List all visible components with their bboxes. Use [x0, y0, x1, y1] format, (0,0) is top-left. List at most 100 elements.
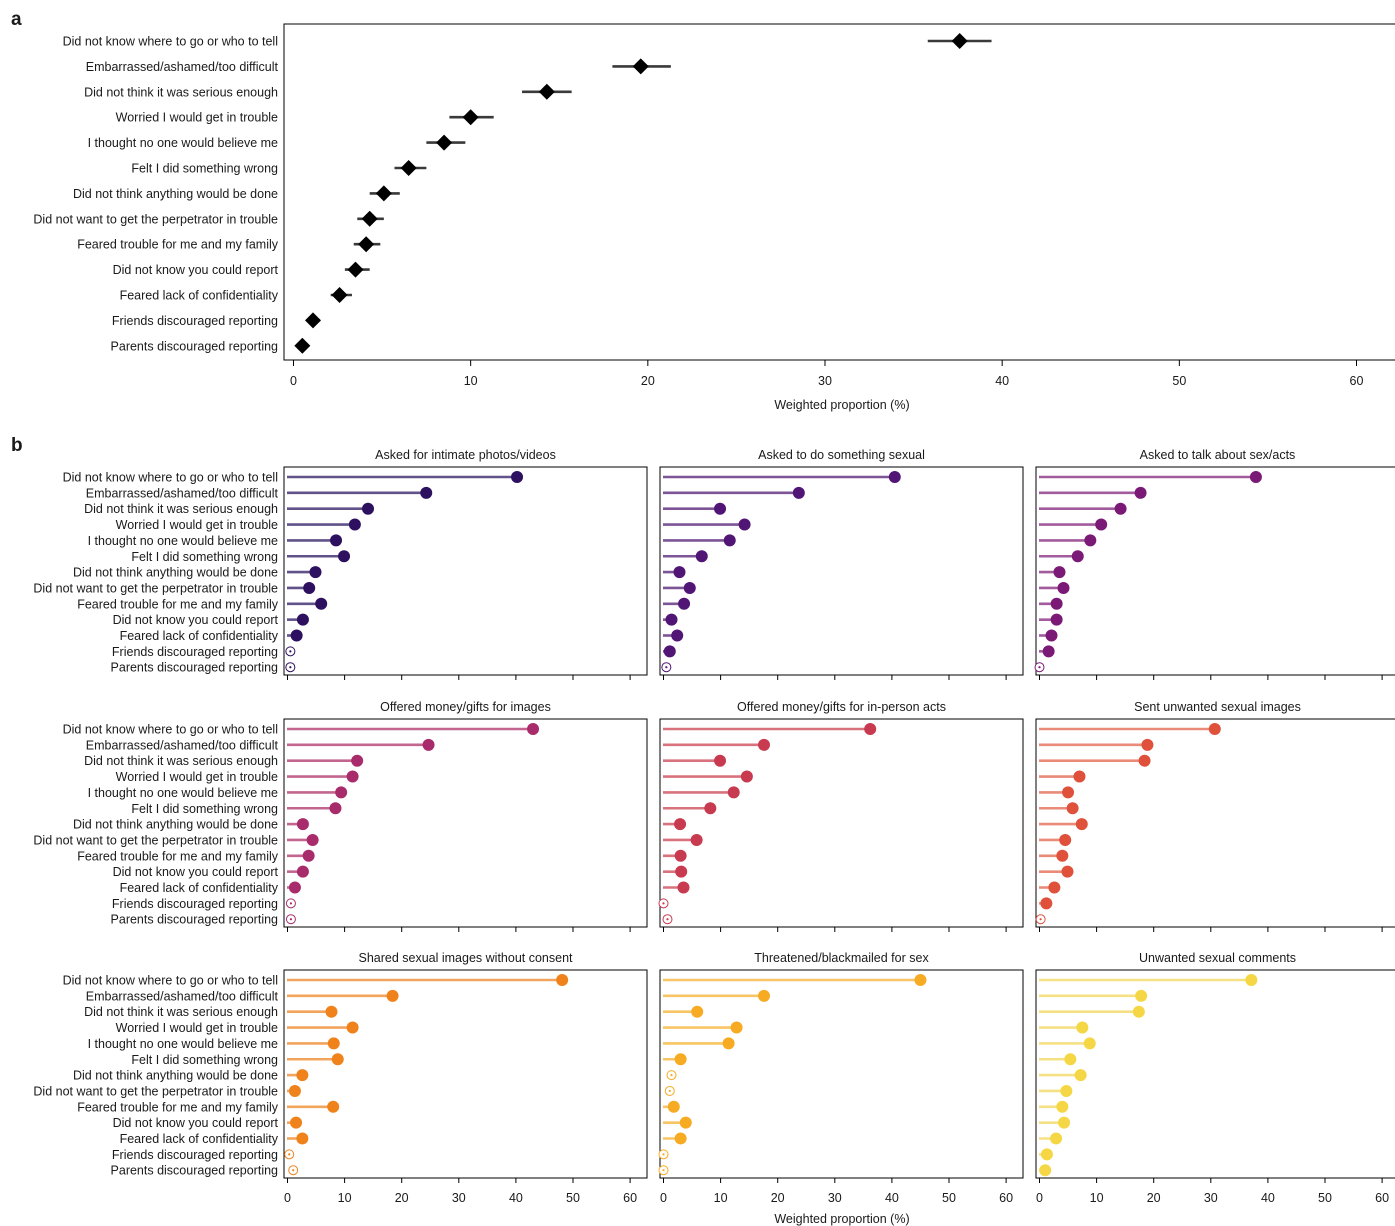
panel-a-y-label-3: Worried I would get in trouble — [116, 111, 278, 125]
panel-b-7-point-4 — [327, 1037, 340, 1050]
panel-b-1-point-2 — [362, 502, 375, 515]
panel-b-7-y-label-3: Worried I would get in trouble — [116, 1021, 278, 1035]
panel-b-5-title: Offered money/gifts for in-person acts — [737, 700, 946, 714]
panel-b-6-point-10 — [1048, 881, 1061, 894]
panel-a-y-label-0: Did not know where to go or who to tell — [63, 35, 278, 49]
panel-b-grid: Asked for intimate photos/videos Did not … — [33, 448, 1395, 1205]
panel-b-5-point-center-11 — [662, 902, 665, 905]
panel-b-3-point-1 — [1134, 486, 1147, 499]
panel-b-5-point-7 — [690, 833, 703, 846]
panel-b-8: Threatened/blackmailed for sex 0 10 20 30 40 5… — [658, 951, 1024, 1205]
panel-a-y-label-4: I thought no one would believe me — [88, 136, 278, 150]
panel-b-7-point-5 — [331, 1053, 344, 1066]
panel-b-4-point-9 — [296, 865, 309, 878]
panel-b-3-title: Asked to talk about sex/acts — [1140, 448, 1296, 462]
panel-b-2-frame — [659, 466, 1024, 676]
panel-b-7-x-tick-label-1: 10 — [338, 1191, 352, 1205]
panel-b-1: Asked for intimate photos/videos Did not … — [33, 448, 648, 680]
panel-b-2-point-1 — [792, 486, 805, 499]
panel-b-3-point-4 — [1084, 534, 1097, 547]
panel-a-x-axis-title: Weighted proportion (%) — [774, 398, 909, 412]
panel-b-5: Offered money/gifts for in-person acts — [658, 700, 1024, 932]
panel-b-7-y-label-7: Did not want to get the perpetrator in t… — [33, 1084, 278, 1098]
panel-b-7-y-label-1: Embarrassed/ashamed/too difficult — [86, 989, 279, 1003]
panel-b-4-point-8 — [302, 849, 315, 862]
panel-b-9-point-12 — [1039, 1164, 1052, 1177]
panel-b-7-point-center-12 — [292, 1169, 295, 1172]
panel-b-8-point-9 — [679, 1116, 692, 1129]
panel-b-7-point-0 — [556, 974, 569, 986]
panel-b-3-frame — [1035, 466, 1395, 676]
panel-b-6-point-9 — [1061, 865, 1074, 878]
panel-a-x-tick-label-4: 40 — [995, 374, 1009, 388]
panel-b-9-point-5 — [1064, 1053, 1077, 1066]
panel-b-1-y-label-11: Friends discouraged reporting — [112, 645, 278, 659]
panel-b-1-point-4 — [330, 534, 343, 547]
panel-b-1-y-label-7: Did not want to get the perpetrator in t… — [33, 581, 278, 595]
panel-b-4-point-5 — [329, 802, 342, 815]
panel-b-6-point-0 — [1208, 723, 1221, 735]
panel-b-8-point-center-12 — [662, 1169, 665, 1172]
panel-a-x-tick-label-3: 30 — [818, 374, 832, 388]
panel-a-diamond-8 — [358, 236, 375, 253]
panel-b-8-x-tick-label-4: 40 — [885, 1191, 899, 1205]
panel-b-9-point-6 — [1074, 1069, 1087, 1082]
panel-b-1-y-label-5: Felt I did something wrong — [131, 550, 278, 564]
panel-b-8-title: Threatened/blackmailed for sex — [754, 951, 929, 965]
panel-b-6: Sent unwanted sexual images — [1035, 700, 1395, 932]
panel-b-9: Unwanted sexual comments 0 10 20 30 40 50 60 — [1035, 951, 1395, 1205]
panel-a-x-tick-label-0: 0 — [290, 374, 297, 388]
panel-b-6-point-4 — [1062, 786, 1075, 799]
panel-a-frame — [283, 23, 1395, 361]
panel-a-chart: 0 10 20 30 40 50 60 Did not know where to go or… — [33, 23, 1395, 388]
panel-a-y-label-12: Parents discouraged reporting — [111, 339, 279, 353]
panel-a-x-tick-label-2: 20 — [641, 374, 655, 388]
panel-b-1-y-label-6: Did not think anything would be done — [73, 566, 278, 580]
panel-b-3: Asked to talk about sex/acts — [1034, 448, 1395, 680]
panel-b-8-x-tick-label-6: 60 — [999, 1191, 1013, 1205]
panel-b-1-point-8 — [315, 597, 328, 610]
panel-a-diamond-7 — [361, 210, 378, 227]
panel-b-1-y-label-9: Did not know you could report — [113, 613, 279, 627]
panel-a-y-label-9: Did not know you could report — [113, 263, 279, 277]
panel-b-4-point-10 — [288, 881, 301, 894]
panel-b-7-y-label-8: Feared trouble for me and my family — [77, 1100, 279, 1114]
panel-b-9-x-tick-label-2: 20 — [1147, 1191, 1161, 1205]
panel-a-y-label-10: Feared lack of confidentiality — [120, 289, 279, 303]
panel-b-4-y-label-8: Feared trouble for me and my family — [77, 849, 279, 863]
panel-a-diamond-5 — [400, 160, 417, 176]
panel-b-4-y-label-10: Feared lack of confidentiality — [120, 881, 279, 895]
panel-b-9-point-7 — [1060, 1084, 1073, 1097]
panel-b-9-point-9 — [1058, 1116, 1071, 1129]
panel-b-7-point-1 — [386, 989, 399, 1002]
panel-a-diamond-3 — [462, 109, 479, 126]
panel-b-1-point-0 — [511, 471, 524, 483]
panel-b-8-point-2 — [691, 1005, 704, 1018]
panel-b-6-point-2 — [1138, 754, 1151, 767]
panel-b-1-frame — [283, 466, 648, 676]
panel-b-1-point-10 — [290, 629, 303, 642]
panel-b-2-point-10 — [671, 629, 684, 642]
panel-b-4: Offered money/gifts for images Did not kn… — [33, 700, 648, 932]
panel-b-2-point-8 — [678, 597, 691, 610]
panel-b-5-point-3 — [740, 770, 753, 783]
panel-b-7-frame — [283, 969, 648, 1179]
panel-b-3-point-7 — [1057, 581, 1070, 594]
panel-a-y-label-1: Embarrassed/ashamed/too difficult — [86, 60, 279, 74]
panel-b-8-x-tick-label-2: 20 — [771, 1191, 785, 1205]
panel-b-4-point-7 — [306, 833, 319, 846]
panel-b-3-point-6 — [1053, 566, 1066, 579]
panel-b-9-point-8 — [1056, 1100, 1069, 1113]
panel-b-8-point-center-7 — [668, 1089, 671, 1093]
panel-b-7-y-label-2: Did not think it was serious enough — [84, 1005, 278, 1019]
panel-b-9-point-10 — [1050, 1132, 1063, 1145]
panel-b-9-x-tick-label-3: 30 — [1204, 1191, 1218, 1205]
panel-b-9-point-3 — [1076, 1021, 1089, 1034]
panel-b-5-point-0 — [864, 723, 877, 735]
panel-b-5-point-center-12 — [666, 918, 669, 921]
panel-a-x-tick-label-5: 50 — [1172, 374, 1186, 388]
panel-b-7-point-8 — [327, 1100, 340, 1113]
panel-b-7-y-label-11: Friends discouraged reporting — [112, 1148, 278, 1162]
panel-a-y-label-6: Did not think anything would be done — [73, 187, 278, 201]
panel-b-1-y-label-1: Embarrassed/ashamed/too difficult — [86, 486, 279, 500]
